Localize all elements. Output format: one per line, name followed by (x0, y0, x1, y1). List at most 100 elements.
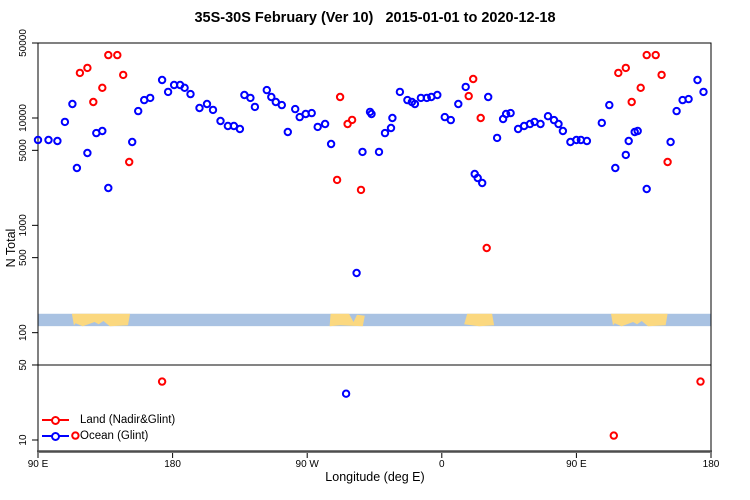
data-point-ocean (307, 108, 316, 118)
data-point-land (83, 63, 92, 73)
data-point-ocean (386, 123, 396, 133)
data-point-ocean (320, 119, 330, 129)
data-point-land (125, 157, 134, 167)
data-point-land (343, 119, 352, 129)
data-point-land (71, 431, 80, 440)
data-point-land (104, 50, 113, 60)
data-point-land (657, 70, 666, 80)
data-point-land (347, 115, 357, 125)
plot-box (37, 42, 712, 453)
data-point-land (663, 157, 672, 167)
data-point-ocean (473, 173, 482, 183)
data-point-ocean (554, 119, 563, 129)
y-tick-label: 500 (18, 249, 29, 266)
data-point-ocean (262, 85, 271, 95)
data-point-ocean (341, 389, 351, 398)
data-point-ocean (60, 117, 70, 127)
data-point-ocean (358, 147, 367, 157)
data-point-ocean (446, 115, 455, 125)
data-point-land (609, 431, 618, 440)
data-point-land (98, 83, 107, 93)
data-point-ocean (277, 100, 286, 110)
x-tick-label: 180 (703, 459, 720, 470)
data-point-ocean (501, 109, 511, 119)
data-point-ocean (367, 109, 376, 119)
data-point-ocean (672, 106, 681, 116)
y-tick-label: 5000 (18, 139, 29, 162)
data-point-ocean (98, 126, 107, 136)
data-point-ocean (163, 87, 173, 97)
data-point-ocean (33, 135, 43, 145)
data-point-ocean (582, 136, 592, 146)
y-tick-label: 100 (18, 324, 29, 341)
data-point-ocean (572, 135, 581, 145)
data-point-ocean (558, 126, 568, 136)
y-tick-label: 1000 (18, 214, 29, 237)
data-point-land (469, 74, 478, 84)
data-point-ocean (666, 137, 675, 147)
data-point-ocean (403, 95, 412, 105)
data-point-ocean (146, 93, 155, 103)
x-tick-label: 90 E (566, 459, 587, 470)
data-point-ocean (624, 136, 633, 146)
data-point-ocean (83, 148, 92, 158)
data-point-land (356, 185, 366, 195)
data-point-land (113, 50, 122, 60)
data-point-ocean (693, 75, 702, 85)
data-point-ocean (216, 116, 225, 126)
data-point-ocean (267, 92, 276, 102)
legend-land-label: Land (Nadir&Glint) (80, 414, 176, 426)
data-point-ocean (68, 99, 77, 109)
data-point-ocean (461, 82, 470, 92)
legend-item-land: Land (Nadir&Glint) (42, 412, 175, 428)
data-point-ocean (454, 99, 463, 109)
data-point-ocean (291, 104, 300, 114)
data-point-ocean (410, 99, 420, 109)
data-point-land (476, 113, 485, 123)
land-segment (329, 313, 365, 327)
data-point-ocean (195, 103, 204, 113)
data-point-ocean (53, 136, 62, 146)
data-point-ocean (380, 128, 390, 138)
data-point-land (642, 50, 651, 60)
data-point-ocean (699, 87, 708, 97)
data-point-ocean (605, 100, 614, 110)
data-point-ocean (202, 99, 212, 109)
legend-ocean-label: Ocean (Glint) (80, 430, 149, 442)
data-point-ocean (597, 118, 606, 128)
data-point-ocean (313, 122, 322, 132)
legend-item-ocean: Ocean (Glint) (42, 428, 175, 444)
data-point-ocean (536, 119, 545, 129)
data-point-ocean (621, 150, 630, 160)
x-tick-label: 0 (439, 459, 445, 470)
data-point-ocean (395, 87, 405, 97)
data-point-ocean (374, 147, 384, 157)
data-point-ocean (611, 163, 620, 173)
data-point-land (482, 243, 491, 253)
data-point-land (335, 92, 345, 102)
land-segment (71, 313, 130, 327)
data-point-land (636, 83, 645, 93)
data-point-land (464, 91, 473, 101)
data-point-ocean (484, 92, 493, 102)
y-tick-label: 10 (18, 434, 29, 446)
data-point-ocean (326, 139, 336, 149)
legend-land-marker-icon (42, 416, 69, 425)
data-point-ocean (684, 94, 693, 104)
data-point-ocean (157, 75, 167, 85)
x-tick-label: 90 W (296, 459, 320, 470)
data-point-land (75, 68, 85, 78)
data-point-ocean (642, 184, 651, 194)
data-point-ocean (433, 90, 442, 100)
data-point-ocean (246, 93, 255, 103)
data-point-ocean (134, 106, 143, 116)
data-point-land (696, 377, 705, 386)
land-segment (464, 313, 495, 327)
data-point-ocean (478, 178, 487, 188)
x-tick-label: 180 (164, 459, 181, 470)
legend-ocean-marker-icon (42, 432, 69, 441)
data-point-ocean (506, 108, 515, 118)
land-segment (611, 313, 668, 327)
